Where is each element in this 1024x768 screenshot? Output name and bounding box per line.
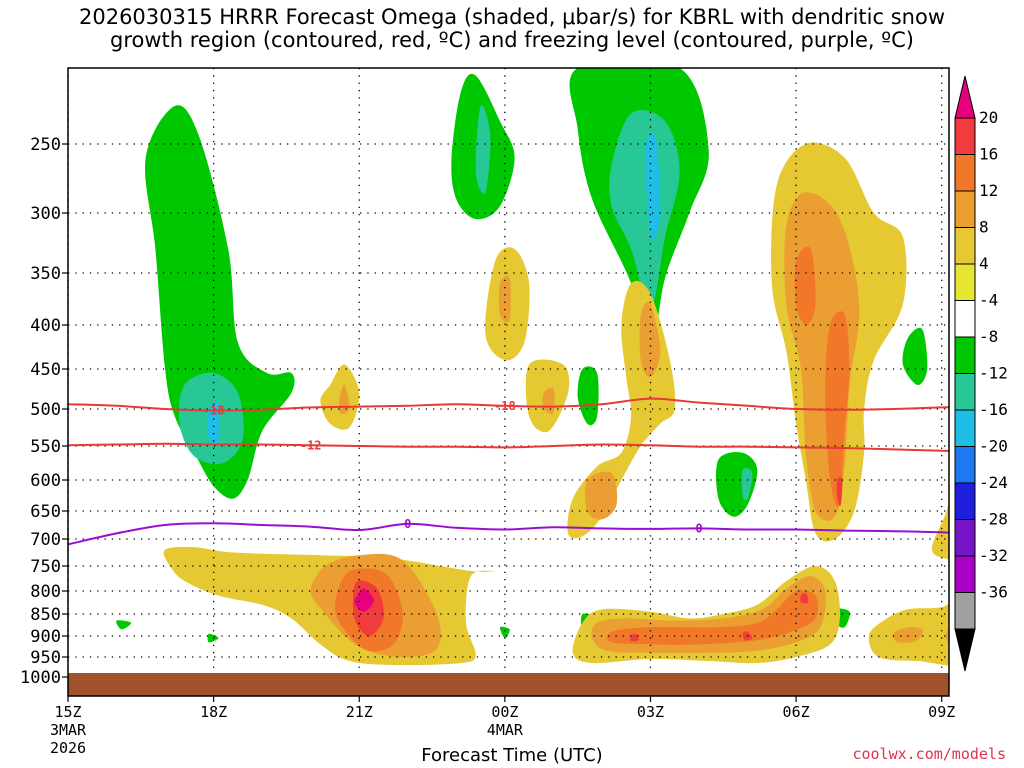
x-tick-label: 06Z	[783, 703, 810, 721]
contour-labels: -18 -18 -12 0 0	[203, 399, 703, 536]
omega-region-pos16	[836, 477, 843, 506]
plot-frame	[67, 67, 950, 697]
contour-label: 0	[695, 521, 702, 535]
colorbar-swatch	[954, 592, 976, 630]
omega-region-neg8	[499, 626, 510, 639]
contour-line	[68, 522, 949, 546]
y-tick-label: 250	[30, 135, 61, 155]
omega-colorbar: 20 16 12 8 4 -4 -8 -12 -16 -20 -24 -28 -32 -36	[954, 75, 1008, 672]
contour-line	[68, 397, 949, 412]
pressure-axis: 2503003504004505005506006507007508008509…	[20, 135, 68, 688]
colorbar-swatch	[954, 336, 976, 374]
omega-region-pos16	[630, 633, 639, 642]
x-tick-date: 4MAR	[487, 721, 524, 739]
y-tick-label: 900	[30, 627, 61, 647]
omega-shading	[116, 68, 949, 666]
colorbar-label: -4	[979, 291, 998, 310]
colorbar-label: 4	[979, 254, 989, 273]
colorbar-swatch	[954, 154, 976, 192]
colorbar-label: -32	[979, 546, 1008, 565]
contour-label: 0	[404, 517, 411, 531]
contour-label: -18	[203, 403, 225, 417]
y-tick-label: 950	[30, 648, 61, 668]
colorbar-swatch	[954, 519, 976, 557]
y-tick-label: 350	[30, 264, 61, 284]
colorbar-swatch	[954, 373, 976, 411]
contour-line	[68, 442, 949, 452]
omega-region-neg8	[902, 327, 928, 386]
colorbar-label: -8	[979, 327, 998, 346]
omega-region-neg12	[475, 105, 491, 194]
x-tick-label: 09Z	[928, 703, 955, 721]
omega-region-pos8	[639, 301, 661, 378]
y-tick-label: 300	[30, 204, 61, 224]
x-tick-date: 3MAR	[50, 721, 87, 739]
colorbar-swatch	[954, 555, 976, 593]
omega-region-pos8	[892, 626, 923, 643]
grid-lines	[67, 68, 949, 673]
x-tick-label: 15Z	[54, 703, 81, 721]
omega-region-pos8	[498, 275, 511, 323]
colorbar-swatch	[954, 190, 976, 228]
temperature-contours	[68, 397, 949, 546]
colorbar-label: -12	[979, 364, 1008, 383]
y-tick-label: 450	[30, 360, 61, 380]
colorbar-label: -36	[979, 583, 1008, 602]
colorbar-bottom-arrow	[954, 628, 976, 672]
colorbar-swatch	[954, 446, 976, 484]
colorbar-label: 16	[979, 145, 998, 164]
colorbar-swatch	[954, 227, 976, 265]
colorbar-top-arrow	[954, 75, 976, 119]
y-tick-label: 650	[30, 502, 61, 522]
colorbar-swatch	[954, 263, 976, 301]
chart-title-line-2: growth region (contoured, red, ºC) and f…	[110, 28, 914, 52]
omega-region-neg16	[207, 402, 220, 446]
y-tick-label: 600	[30, 471, 61, 491]
contour-label: -18	[494, 399, 516, 413]
colorbar-swatch	[954, 409, 976, 447]
colorbar-label: -16	[979, 400, 1008, 419]
y-tick-label: 1000	[20, 668, 61, 688]
omega-region-pos12	[606, 590, 819, 645]
x-tick-label: 03Z	[637, 703, 664, 721]
colorbar-label: 12	[979, 181, 998, 200]
omega-region-pos12	[794, 246, 816, 325]
omega-region-neg16	[645, 131, 661, 241]
omega-region-neg12	[741, 467, 753, 501]
y-tick-label: 700	[30, 530, 61, 550]
colorbar-label: -24	[979, 473, 1008, 492]
x-tick-label: 18Z	[200, 703, 227, 721]
omega-region-neg8	[116, 620, 132, 630]
y-tick-label: 500	[30, 400, 61, 420]
contour-label: -12	[300, 438, 322, 452]
y-tick-label: 850	[30, 605, 61, 625]
colorbar-label: -20	[979, 437, 1008, 456]
omega-region-pos16	[800, 592, 809, 604]
colorbar-label: 8	[979, 218, 989, 237]
colorbar-swatch	[954, 117, 976, 155]
y-tick-label: 400	[30, 316, 61, 336]
colorbar-label: -28	[979, 510, 1008, 529]
ground-level	[68, 673, 949, 696]
x-axis-title: Forecast Time (UTC)	[421, 745, 603, 766]
omega-region-pos4	[931, 501, 949, 560]
chart-title-line-1: 2026030315 HRRR Forecast Omega (shaded, …	[78, 5, 945, 29]
colorbar-swatch	[954, 300, 976, 338]
omega-region-pos8	[584, 471, 618, 520]
x-tick-label: 00Z	[491, 703, 518, 721]
x-tick-year: 2026	[50, 739, 86, 757]
omega-region-neg8	[577, 366, 599, 426]
y-tick-label: 750	[30, 557, 61, 577]
colorbar-swatch	[954, 482, 976, 520]
y-tick-label: 800	[30, 582, 61, 602]
site-credit: coolwx.com/models	[852, 745, 1006, 763]
omega-region-neg12	[609, 110, 680, 310]
x-tick-label: 21Z	[346, 703, 373, 721]
y-tick-label: 550	[30, 437, 61, 457]
chart-title: 2026030315 HRRR Forecast Omega (shaded, …	[0, 6, 1024, 52]
omega-region-pos8	[945, 629, 949, 645]
colorbar-label: 20	[979, 108, 998, 127]
